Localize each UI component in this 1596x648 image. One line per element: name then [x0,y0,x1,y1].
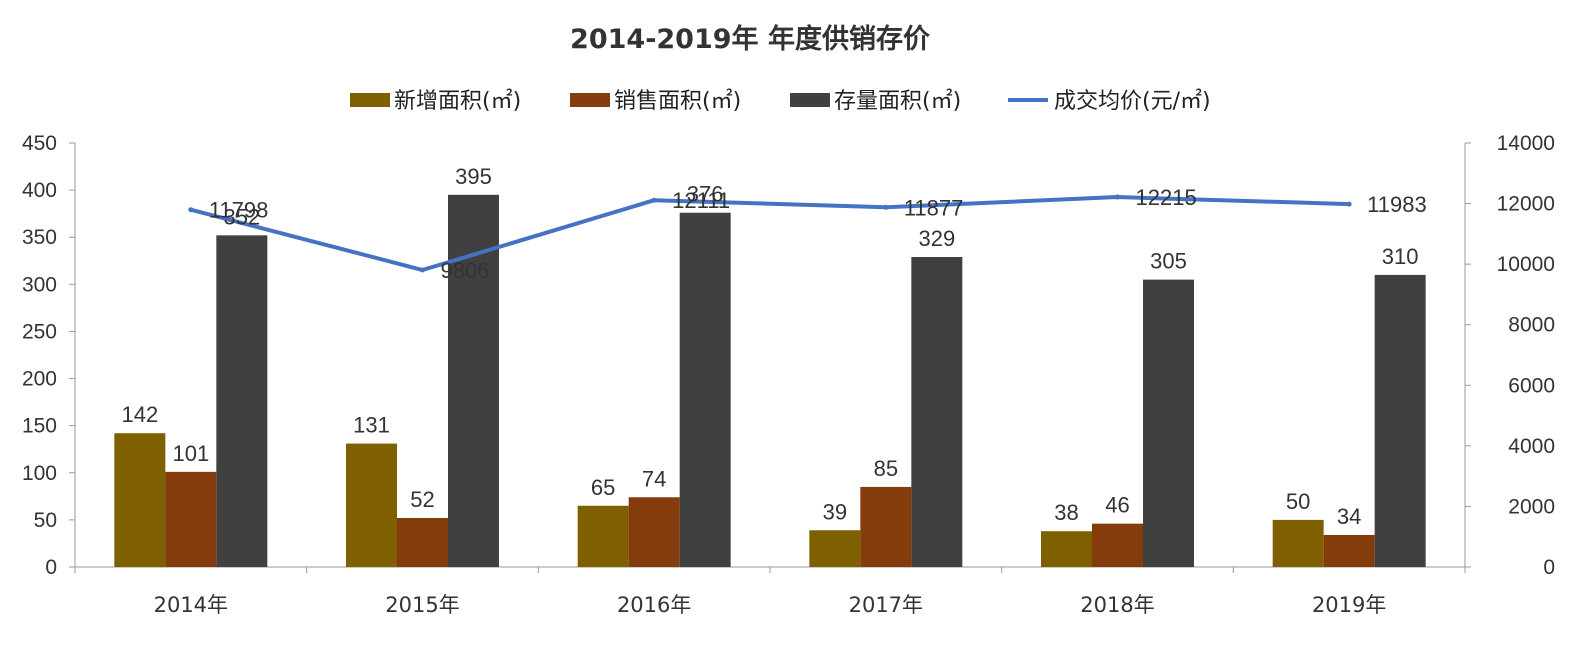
bar-2 [1323,534,1375,567]
x-tick-label: 2019年 [1312,593,1386,617]
x-tick-label: 2016年 [617,593,691,617]
axes: 0 50 100 150 200 250 300 350 400 450 0 2000 4000 6000… [22,132,1555,617]
x-tick-label: 2015年 [385,593,459,617]
legend-label: 销售面积(㎡) [614,88,741,114]
bar-value-label: 34 [1337,504,1361,529]
price-point [1346,201,1352,207]
price-value-label: 12111 [672,188,730,213]
bar-1 [346,443,397,567]
left-tick-label: 300 [22,273,57,296]
legend-swatch [570,93,610,107]
bar-3 [911,257,963,567]
bar-value-label: 65 [591,475,615,500]
bar-1 [809,530,861,567]
bar-value-label: 85 [874,456,898,481]
bar-2 [1092,523,1143,567]
price-point [1115,194,1120,200]
x-tick-label: 2014年 [154,593,228,617]
right-tick-label: 14000 [1497,132,1555,155]
price-value-label: 9806 [441,258,490,283]
price-point [420,267,425,273]
price-point [188,207,194,213]
left-tick-label: 0 [45,556,57,579]
bar-3 [679,212,731,568]
left-tick-label: 450 [22,132,57,155]
price-value-label: 12215 [1136,185,1197,210]
left-tick-label: 100 [22,462,57,485]
bar-value-label: 131 [353,413,390,438]
bar-3 [1143,279,1194,567]
right-tick-label: 8000 [1508,314,1555,337]
bar-value-label: 50 [1286,489,1310,514]
right-tick-label: 10000 [1497,253,1555,276]
bar-value-label: 46 [1105,493,1129,518]
bar-value-label: 352 [223,204,260,229]
bar-value-label: 101 [172,441,209,466]
bar-value-label: 38 [1054,500,1078,525]
bar-2 [628,497,680,567]
bar-2 [397,518,448,567]
right-tick-label: 0 [1543,556,1555,579]
price-value-label: 11877 [904,195,964,220]
x-tick-label: 2018年 [1080,593,1154,617]
right-tick-label: 2000 [1508,495,1555,518]
bar-2 [860,486,912,567]
legend-swatch [790,93,830,107]
bar-1 [114,433,166,567]
bar-value-label: 310 [1382,244,1419,269]
bar-1 [1041,531,1092,567]
price-value-label: 11983 [1367,192,1427,217]
bar-3 [1374,274,1426,567]
price-line [188,194,1352,273]
left-tick-label: 400 [22,179,57,202]
price-value-label: 11798 [209,198,269,223]
bar-value-label: 329 [918,226,955,251]
left-tick-label: 50 [34,509,57,532]
price-point [651,197,657,203]
bar-3 [448,194,499,568]
right-tick-label: 4000 [1508,435,1555,458]
bars [114,194,1426,568]
right-tick-label: 12000 [1497,193,1555,216]
bar-value-label: 395 [455,164,492,189]
legend-label: 成交均价(元/㎡) [1054,88,1211,114]
price-line-path [188,195,1352,273]
bar-1 [1272,519,1324,567]
bar-value-label: 376 [687,182,724,207]
legend: 新增面积(㎡) 销售面积(㎡) 存量面积(㎡) 成交均价(元/㎡) [350,88,1211,114]
bar-value-label: 142 [121,402,158,427]
right-tick-label: 6000 [1508,374,1555,397]
data-labels: 142 131 65 39 38 50 101 52 74 85 46 34 352 395 376 329 3… [121,164,1426,529]
chart-title: 2014-2019年 年度供销存价 [570,23,931,55]
left-tick-label: 250 [22,320,57,343]
price-point [883,204,889,210]
legend-label: 存量面积(㎡) [834,88,961,114]
bar-3 [216,235,268,568]
bar-value-label: 52 [410,487,434,512]
bar-value-label: 39 [823,499,847,524]
bar-value-label: 74 [642,466,666,491]
bar-2 [165,471,217,567]
legend-swatch [350,93,390,107]
x-tick-label: 2017年 [849,593,923,617]
bar-value-label: 305 [1150,249,1187,274]
left-tick-label: 200 [22,368,57,391]
left-tick-label: 150 [22,415,57,438]
legend-label: 新增面积(㎡) [394,88,521,114]
left-tick-label: 350 [22,226,57,249]
bar-1 [577,505,629,567]
